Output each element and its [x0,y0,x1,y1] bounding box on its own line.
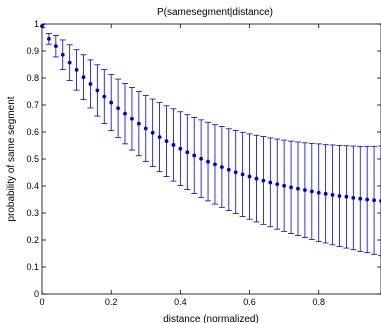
y-tick-label: 0.7 [26,100,39,110]
y-tick-label: 0 [34,289,39,299]
data-point [268,180,273,185]
data-point [143,126,148,131]
y-tick-label: 0.5 [26,154,39,164]
data-point [136,121,141,126]
chart-title: P(samesegment|distance) [157,7,273,18]
data-point [240,172,245,177]
y-axis-label: probability of same segment [6,96,17,221]
data-point [337,194,342,198]
data-point [365,197,370,202]
data-point [372,198,376,203]
data-point [309,189,314,194]
data-point [185,150,190,155]
data-point [302,188,307,192]
data-point [88,82,93,86]
data-point [47,36,51,41]
x-axis-label: distance (normalized) [163,314,259,323]
data-point [213,162,217,167]
data-point [130,116,134,121]
data-point [67,60,72,65]
y-axis: 0 0.1 0.2 0.3 0.4 0.5 0.6 0.7 0.8 0.9 1 [26,19,381,299]
data-point [102,94,107,99]
data-point [344,194,349,199]
data-point [219,165,224,170]
x-tick-label: 0.2 [105,297,118,307]
y-tick-label: 0.4 [26,181,39,191]
y-tick-label: 0.8 [26,73,39,83]
data-point [157,135,162,140]
data-point [171,143,176,147]
data-point [53,44,58,49]
data-point [233,170,238,175]
y-tick-label: 0.6 [26,127,39,137]
y-tick-label: 0.9 [26,46,39,56]
data-point [275,182,280,187]
data-point [206,159,210,164]
data-point [282,183,287,188]
data-point [254,176,259,181]
data-point [95,88,100,93]
y-tick-label: 0.1 [26,262,39,272]
data-point [199,156,204,161]
data-point [261,178,266,183]
data-point [116,106,121,111]
y-tick-label: 0.2 [26,235,39,245]
data-point [192,153,197,158]
error-bars [41,24,381,257]
data-point [123,111,127,116]
data-point [164,139,169,144]
plot-area [41,23,381,295]
data-point [289,185,293,190]
data-point [40,24,44,29]
x-axis: 0 0.2 0.4 0.6 0.8 [39,24,325,307]
data-point [296,186,300,191]
x-tick-label: 0.8 [312,297,325,307]
data-point [74,68,79,72]
x-tick-label: 0.6 [243,297,256,307]
data-point [351,195,356,200]
data-point [178,146,183,151]
data-point [330,193,335,197]
y-tick-label: 1 [34,19,39,29]
x-tick-label: 0.4 [174,297,187,307]
data-point [226,167,231,172]
data-point [60,52,65,57]
data-point [316,190,321,195]
data-point [247,174,252,179]
y-tick-label: 0.3 [26,208,39,218]
data-point [323,191,328,196]
data-point [150,130,155,135]
data-points [40,24,381,203]
data-point [109,100,114,105]
data-point [358,196,363,201]
x-tick-label: 0 [39,297,44,307]
data-point [81,75,86,80]
